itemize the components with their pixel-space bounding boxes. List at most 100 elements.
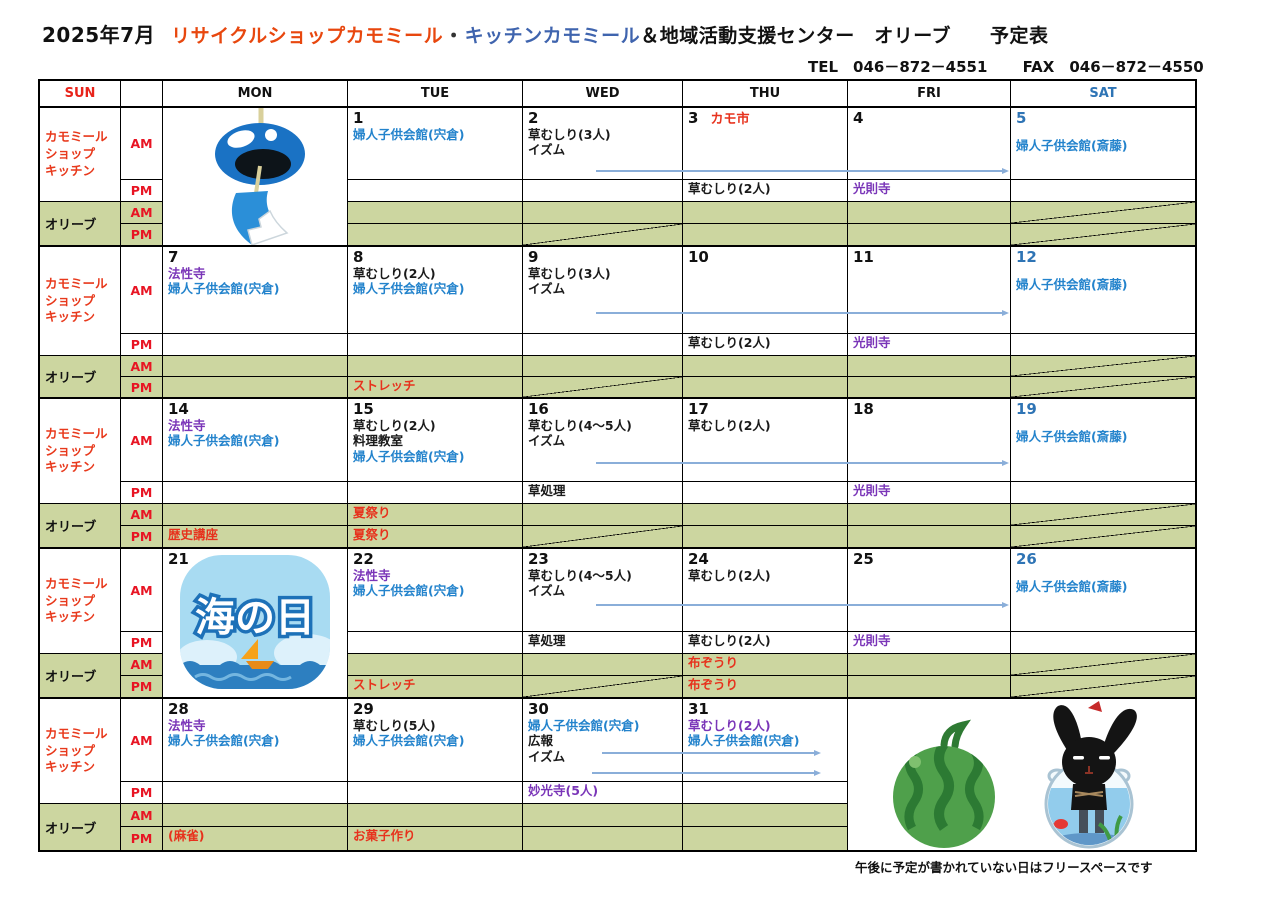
date-number: 3 bbox=[688, 109, 699, 127]
day-pm-cell bbox=[163, 482, 348, 504]
day-pm-cell: 草処理 bbox=[523, 632, 683, 654]
day-am-cell: 14 法性寺 婦人子供会館(宍倉) bbox=[163, 398, 348, 482]
shop-row-label: カモミール ショップ キッチン bbox=[40, 548, 121, 654]
event-text: 草むしり(2人) bbox=[688, 718, 771, 733]
pm-label: PM bbox=[121, 180, 163, 202]
shop-label-line: キッチン bbox=[45, 162, 96, 178]
day-pm-cell: 光則寺 bbox=[848, 334, 1011, 356]
day-pm-cell bbox=[163, 334, 348, 356]
am-label: AM bbox=[121, 804, 163, 827]
day-am-cell: 28 法性寺 婦人子供会館(宍倉) bbox=[163, 698, 348, 782]
shop-label-line: カモミール bbox=[45, 129, 108, 145]
olive-pm-cell: (麻雀) bbox=[163, 827, 348, 850]
title-month: 2025年7月 bbox=[42, 23, 156, 47]
continuation-arrow bbox=[596, 601, 1009, 608]
footer-note: 午後に予定が書かれていない日はフリースペースです bbox=[855, 860, 1153, 875]
pm-label: PM bbox=[121, 782, 163, 804]
date-number: 8 bbox=[353, 248, 364, 266]
day-am-cell: 12 婦人子供会館(斎藤) bbox=[1011, 246, 1195, 334]
day-pm-cell: 光則寺 bbox=[848, 632, 1011, 654]
title-separator-dot: ・ bbox=[444, 25, 464, 47]
date-number: 31 bbox=[688, 700, 709, 718]
event-text: 草むしり(4～5人) bbox=[528, 568, 632, 583]
shop-label-line: カモミール bbox=[45, 725, 108, 741]
day-header-wed: WED bbox=[523, 81, 683, 107]
day-am-cell: 24 草むしり(2人) bbox=[683, 548, 848, 632]
olive-pm-cell bbox=[683, 526, 848, 548]
olive-am-cell bbox=[683, 504, 848, 526]
day-pm-cell: 光則寺 bbox=[848, 482, 1011, 504]
day-am-cell: 22 法性寺 婦人子供会館(宍倉) bbox=[348, 548, 523, 632]
day-pm-cell bbox=[1011, 180, 1195, 202]
day-pm-cell: 妙光寺(5人) bbox=[523, 782, 683, 804]
day-pm-cell bbox=[1011, 482, 1195, 504]
event-text: (麻雀) bbox=[168, 828, 205, 843]
olive-pm-cell bbox=[848, 676, 1011, 698]
day-pm-cell bbox=[163, 782, 348, 804]
olive-am-cell bbox=[163, 356, 348, 377]
olive-pm-cell bbox=[683, 224, 848, 246]
arrow-head bbox=[814, 749, 821, 756]
olive-pm-cell bbox=[523, 676, 683, 698]
event-text: 婦人子供会館(宍倉) bbox=[353, 127, 465, 142]
event-text: 光則寺 bbox=[853, 335, 891, 350]
olive-pm-cell bbox=[848, 224, 1011, 246]
date-number: 19 bbox=[1016, 400, 1037, 418]
event-text: 草むしり(2人) bbox=[688, 181, 771, 196]
olive-am-cell bbox=[163, 504, 348, 526]
shop-row-label: カモミール ショップ キッチン bbox=[40, 398, 121, 504]
olive-pm-cell bbox=[1011, 377, 1195, 398]
shop-label-line: ショップ bbox=[45, 592, 96, 608]
olive-am-cell bbox=[523, 356, 683, 377]
olive-pm-cell bbox=[523, 526, 683, 548]
event-text: 草むしり(4～5人) bbox=[528, 418, 632, 433]
wind-chime-cell bbox=[163, 107, 348, 246]
olive-am-cell bbox=[523, 202, 683, 224]
day-pm-cell: 草むしり(2人) bbox=[683, 632, 848, 654]
event-text: 草むしり(2人) bbox=[353, 418, 436, 433]
olive-am-cell bbox=[1011, 356, 1195, 377]
pm-label: PM bbox=[121, 632, 163, 654]
marine-day-cell: 21 海の日 bbox=[163, 548, 348, 698]
olive-row-label: オリーブ bbox=[40, 804, 121, 850]
olive-pm-cell bbox=[523, 827, 683, 850]
arrow-head bbox=[814, 769, 821, 776]
olive-pm-cell bbox=[348, 224, 523, 246]
am-label: AM bbox=[121, 654, 163, 676]
event-text: 法性寺 bbox=[168, 418, 206, 433]
date-number: 24 bbox=[688, 550, 709, 568]
am-label: AM bbox=[121, 107, 163, 180]
day-pm-cell bbox=[1011, 334, 1195, 356]
olive-pm-cell bbox=[848, 377, 1011, 398]
olive-pm-cell bbox=[1011, 526, 1195, 548]
olive-row-label: オリーブ bbox=[40, 504, 121, 548]
shop-label-line: カモミール bbox=[45, 425, 108, 441]
event-text: イズム bbox=[528, 281, 566, 297]
page-title: 2025年7月 リサイクルショップカモミール・キッチンカモミール＆地域活動支援セン… bbox=[42, 19, 1049, 48]
ampm-column-header bbox=[121, 81, 163, 107]
event-text: 草むしり(5人) bbox=[353, 718, 436, 733]
olive-pm-cell: お菓子作り bbox=[348, 827, 523, 850]
date-number: 1 bbox=[353, 109, 364, 127]
day-pm-cell bbox=[348, 482, 523, 504]
shop-label-line: キッチン bbox=[45, 759, 96, 775]
pm-label: PM bbox=[121, 224, 163, 246]
event-text: 草むしり(2人) bbox=[688, 418, 771, 433]
olive-am-cell bbox=[348, 202, 523, 224]
event-text: 婦人子供会館(宍倉) bbox=[168, 281, 280, 297]
day-pm-cell: 草処理 bbox=[523, 482, 683, 504]
title-rest: ＆地域活動支援センター オリーブ 予定表 bbox=[640, 25, 1049, 47]
event-text: ストレッチ bbox=[353, 677, 416, 692]
event-text: 法性寺 bbox=[168, 718, 206, 733]
title-shop-name: リサイクルショップカモミール bbox=[171, 25, 444, 47]
olive-am-cell bbox=[348, 654, 523, 676]
shop-row-label: カモミール ショップ キッチン bbox=[40, 107, 121, 202]
day-pm-cell bbox=[683, 482, 848, 504]
event-text: 草むしり(2人) bbox=[688, 633, 771, 648]
day-am-cell: 26 婦人子供会館(斎藤) bbox=[1011, 548, 1195, 632]
date-number: 4 bbox=[853, 109, 864, 127]
olive-am-cell bbox=[1011, 202, 1195, 224]
summer-images bbox=[892, 700, 1137, 848]
event-text: 光則寺 bbox=[853, 633, 891, 648]
